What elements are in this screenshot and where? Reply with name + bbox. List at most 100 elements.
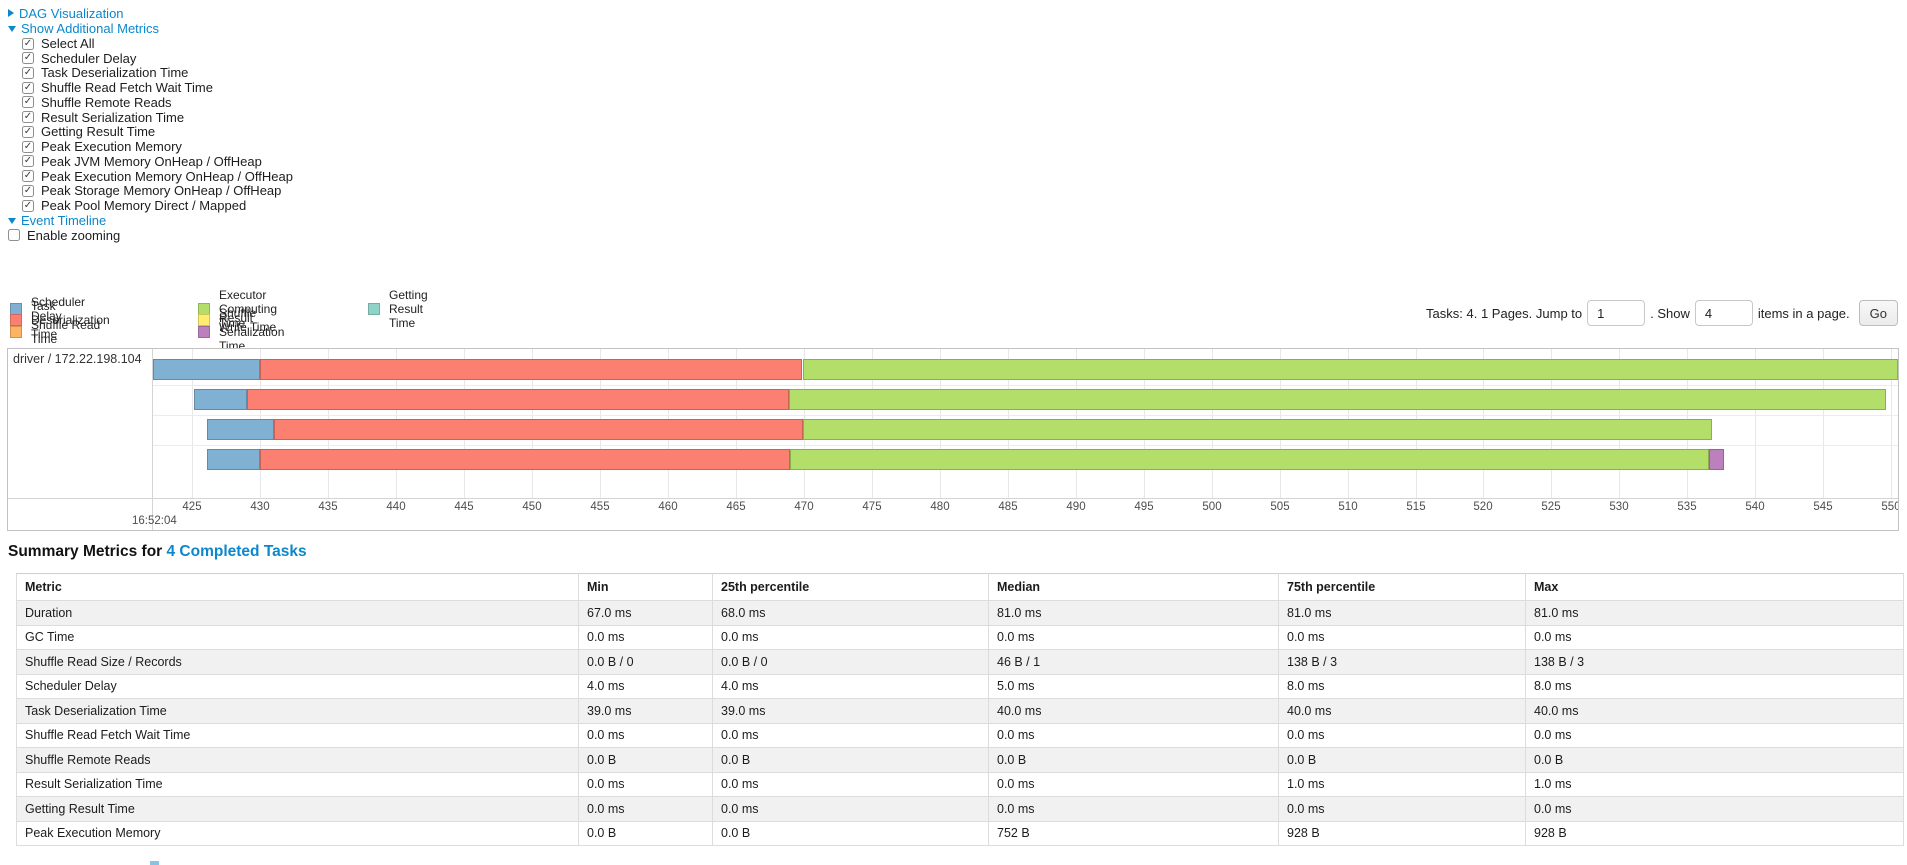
- metric-checkbox-row[interactable]: ✓ Peak JVM Memory OnHeap / OffHeap: [22, 153, 262, 169]
- axis-gridline: [1891, 349, 1892, 498]
- event-timeline-link[interactable]: Event Timeline: [21, 212, 107, 228]
- metric-checkbox-row[interactable]: ✓ Peak Execution Memory OnHeap / OffHeap: [22, 169, 293, 184]
- legend-entry: Scheduler Delay: [10, 295, 110, 323]
- pagination-show-label: . Show: [1650, 305, 1690, 321]
- metric-checkbox[interactable]: ✓: [22, 184, 34, 197]
- legend-swatch-icon: [198, 314, 210, 327]
- pagination: Tasks: 4. 1 Pages. Jump to . Show items …: [1426, 299, 1898, 327]
- pagination-items-label: items in a page.: [1757, 305, 1850, 321]
- summary-table-row: Getting Result Time 0.0 ms 0.0 ms 0.0 ms 0.0…: [16, 796, 1904, 822]
- metric-value-cell: 0.0 ms: [712, 796, 989, 822]
- task-row-separator: [153, 445, 1898, 446]
- metric-value-cell: 0.0 ms: [1525, 722, 1904, 748]
- axis-tick-label: 470: [794, 501, 814, 513]
- metric-value-cell: 8.0 ms: [1525, 673, 1904, 699]
- metric-checkbox-row[interactable]: ✓ Peak Storage Memory OnHeap / OffHeap: [22, 183, 281, 198]
- metric-value-cell: 0.0 B / 0: [712, 649, 989, 675]
- axis-tick-label: 525: [1541, 501, 1561, 513]
- metric-checkbox-label: Shuffle Read Fetch Wait Time: [41, 80, 213, 96]
- metric-checkbox-label: Peak Execution Memory: [41, 139, 182, 155]
- metric-checkbox-row[interactable]: ✓ Peak Execution Memory: [22, 139, 182, 155]
- legend-entry: Shuffle Read Time: [10, 318, 110, 346]
- legend-label: Getting Result Time: [389, 287, 428, 330]
- metric-checkbox[interactable]: ✓: [22, 96, 34, 109]
- metric-value-cell: 40.0 ms: [1278, 698, 1526, 724]
- metric-checkbox-row[interactable]: ✓ Result Serialization Time: [22, 110, 184, 125]
- metric-checkbox-row[interactable]: ✓ Getting Result Time: [22, 124, 155, 139]
- summary-column-header: 75th percentile: [1278, 573, 1526, 601]
- metric-value-cell: 0.0 ms: [988, 771, 1279, 797]
- metric-value-cell: 0.0 ms: [988, 624, 1279, 650]
- jump-to-page-input[interactable]: [1587, 300, 1646, 326]
- dag-visualization-toggle[interactable]: DAG Visualization: [8, 5, 124, 21]
- metric-value-cell: 138 B / 3: [1525, 649, 1904, 675]
- metric-value-cell: 40.0 ms: [988, 698, 1279, 724]
- metric-value-cell: 0.0 ms: [578, 624, 713, 650]
- metric-checkbox[interactable]: ✓: [22, 37, 34, 50]
- pagination-summary: Tasks: 4. 1 Pages. Jump to: [1426, 305, 1583, 321]
- task-bar-segment: [789, 389, 1886, 410]
- task-bar-segment: [274, 419, 803, 440]
- axis-tick-label: 430: [250, 501, 270, 513]
- metric-checkbox[interactable]: ✓: [22, 125, 34, 138]
- metric-checkbox-row[interactable]: ✓ Scheduler Delay: [22, 51, 136, 66]
- metric-value-cell: 0.0 ms: [578, 771, 713, 797]
- metric-value-cell: 0.0 B: [1278, 747, 1526, 773]
- next-section-cutoff: [150, 861, 159, 865]
- metric-checkbox-row[interactable]: ✓ Shuffle Read Fetch Wait Time: [22, 80, 213, 96]
- metric-value-cell: 4.0 ms: [712, 673, 989, 699]
- task-bar-segment: [207, 419, 274, 440]
- metric-checkbox[interactable]: ✓: [22, 66, 34, 79]
- metric-checkbox-label: Shuffle Remote Reads: [41, 94, 172, 110]
- items-per-page-input[interactable]: [1694, 300, 1753, 326]
- event-timeline-toggle[interactable]: Event Timeline: [8, 212, 107, 228]
- show-additional-metrics-link[interactable]: Show Additional Metrics: [21, 20, 160, 36]
- metric-checkbox[interactable]: ✓: [22, 170, 34, 183]
- metric-value-cell: 0.0 ms: [1278, 796, 1526, 822]
- expanded-arrow-icon: [8, 218, 16, 224]
- axis-gridline: [192, 349, 193, 498]
- metric-checkbox-row[interactable]: ✓ Task Deserialization Time: [22, 65, 189, 81]
- legend-label: Scheduler Delay: [31, 294, 86, 323]
- metric-value-cell: 1.0 ms: [1278, 771, 1526, 797]
- expanded-arrow-icon: [8, 26, 16, 32]
- axis-tick-label: 545: [1813, 501, 1833, 513]
- axis-tick-label: 460: [658, 501, 678, 513]
- metric-checkbox-row[interactable]: ✓ Peak Pool Memory Direct / Mapped: [22, 198, 246, 213]
- dag-visualization-link[interactable]: DAG Visualization: [19, 5, 124, 21]
- summary-table-row: Result Serialization Time 0.0 ms 0.0 ms 0.0…: [16, 771, 1904, 797]
- metric-value-cell: 0.0 ms: [1278, 624, 1526, 650]
- legend-entry: Shuffle Write Time: [198, 306, 284, 334]
- metric-name-cell: Result Serialization Time: [16, 771, 579, 797]
- metric-checkbox-row[interactable]: ✓ Select All: [22, 36, 94, 51]
- task-bar-segment: [1709, 449, 1724, 470]
- axis-tick-label: 450: [522, 501, 542, 513]
- completed-tasks-link[interactable]: 4 Completed Tasks: [166, 543, 307, 560]
- metric-checkbox[interactable]: ✓: [22, 155, 34, 168]
- enable-zooming-row[interactable]: Enable zooming: [8, 228, 120, 243]
- show-additional-metrics-toggle[interactable]: Show Additional Metrics: [8, 20, 160, 36]
- axis-tick-label: 475: [862, 501, 882, 513]
- metric-checkbox[interactable]: ✓: [22, 111, 34, 124]
- timeline-axis: [8, 498, 1898, 530]
- metric-checkbox-label: Peak JVM Memory OnHeap / OffHeap: [41, 153, 262, 169]
- axis-tick-label: 455: [590, 501, 610, 513]
- legend-label: Executor Computing Time: [219, 287, 278, 330]
- metric-checkbox[interactable]: ✓: [22, 81, 34, 94]
- metric-checkbox[interactable]: ✓: [22, 52, 34, 65]
- metric-checkbox[interactable]: ✓: [22, 199, 34, 212]
- task-bar-segment: [207, 449, 260, 470]
- metric-name-cell: Scheduler Delay: [16, 673, 579, 699]
- legend-label: Task Deserialization Time: [31, 299, 110, 342]
- summary-table-row: GC Time 0.0 ms 0.0 ms 0.0 ms 0.0 ms 0.0 ms: [16, 624, 1904, 650]
- enable-zooming-checkbox[interactable]: [8, 229, 20, 241]
- go-button[interactable]: Go: [1858, 300, 1898, 326]
- axis-tick-label: 510: [1338, 501, 1358, 513]
- metric-checkbox-row[interactable]: ✓ Shuffle Remote Reads: [22, 94, 172, 110]
- metric-name-cell: Shuffle Read Size / Records: [16, 649, 579, 675]
- metric-checkbox-label: Task Deserialization Time: [41, 65, 189, 81]
- metric-value-cell: 40.0 ms: [1525, 698, 1904, 724]
- axis-tick-label: 440: [386, 501, 406, 513]
- metric-checkbox[interactable]: ✓: [22, 140, 34, 153]
- timeline-plot: [153, 349, 1898, 498]
